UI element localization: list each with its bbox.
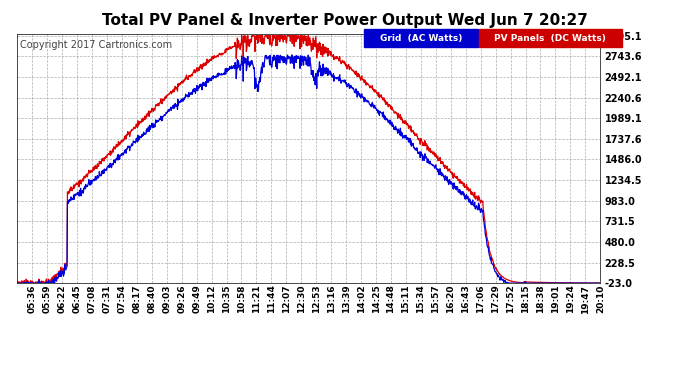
Text: Grid  (AC Watts): Grid (AC Watts) <box>380 34 462 43</box>
Text: Copyright 2017 Cartronics.com: Copyright 2017 Cartronics.com <box>20 40 172 50</box>
Text: PV Panels  (DC Watts): PV Panels (DC Watts) <box>494 34 606 43</box>
Bar <box>479 29 622 48</box>
Text: Total PV Panel & Inverter Power Output Wed Jun 7 20:27: Total PV Panel & Inverter Power Output W… <box>102 13 588 28</box>
Bar <box>364 29 478 48</box>
